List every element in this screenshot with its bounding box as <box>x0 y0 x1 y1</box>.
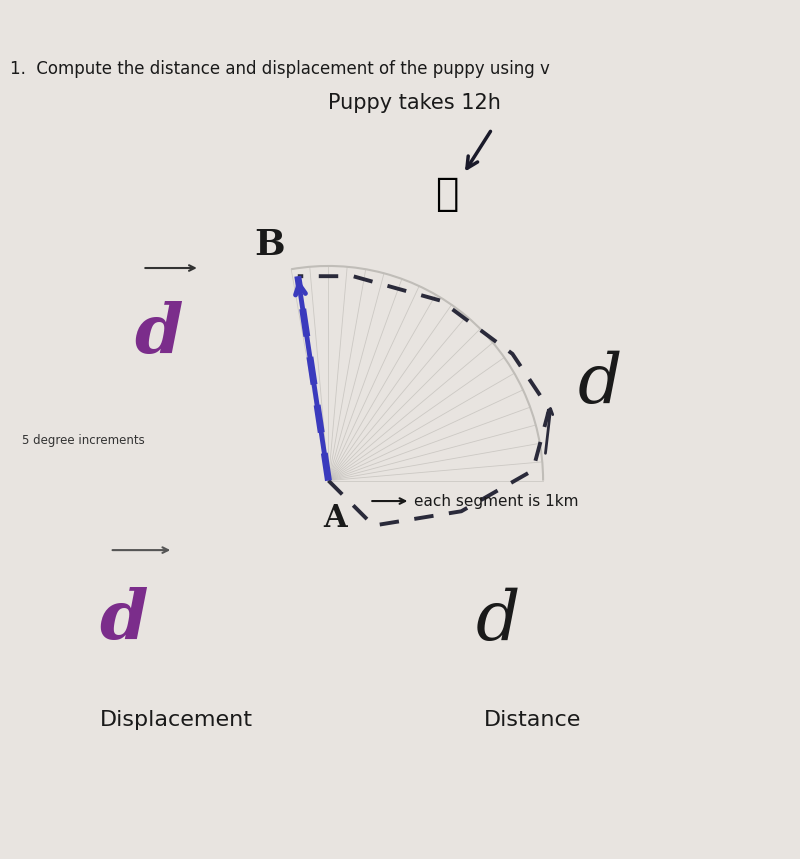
Text: B: B <box>254 228 285 262</box>
Text: d: d <box>476 588 520 655</box>
Text: each segment is 1km: each segment is 1km <box>414 494 579 509</box>
Text: Puppy takes 12h: Puppy takes 12h <box>328 93 501 113</box>
Text: 🐶: 🐶 <box>435 175 458 213</box>
Text: A: A <box>322 503 346 534</box>
Text: d: d <box>578 350 622 417</box>
Text: Distance: Distance <box>484 710 581 730</box>
Text: Displacement: Displacement <box>99 710 253 730</box>
Text: d: d <box>134 301 183 369</box>
Text: 5 degree increments: 5 degree increments <box>22 434 145 447</box>
Text: d: d <box>99 587 148 655</box>
Text: 1.  Compute the distance and displacement of the puppy using v: 1. Compute the distance and displacement… <box>10 59 550 77</box>
